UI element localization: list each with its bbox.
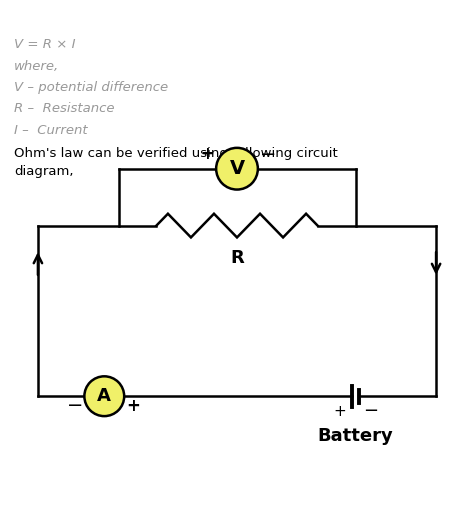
Text: Battery: Battery [318,427,393,445]
Text: +: + [334,404,346,419]
Text: R: R [230,249,244,267]
Circle shape [84,376,124,416]
Text: V: V [229,159,245,178]
Circle shape [216,148,258,190]
Text: −: − [364,403,378,421]
Text: where,: where, [14,60,59,73]
Text: +: + [127,397,141,415]
Text: I –  Current: I – Current [14,124,88,136]
Text: R –  Resistance: R – Resistance [14,102,115,115]
Text: V – potential difference: V – potential difference [14,81,168,94]
Text: −: − [67,396,83,415]
Text: Ohm's law can be verified using following circuit
diagram,: Ohm's law can be verified using followin… [14,148,338,178]
Text: A: A [97,387,111,405]
Text: −: − [260,145,276,164]
Text: +: + [201,145,215,163]
Text: V = R × I: V = R × I [14,38,76,51]
